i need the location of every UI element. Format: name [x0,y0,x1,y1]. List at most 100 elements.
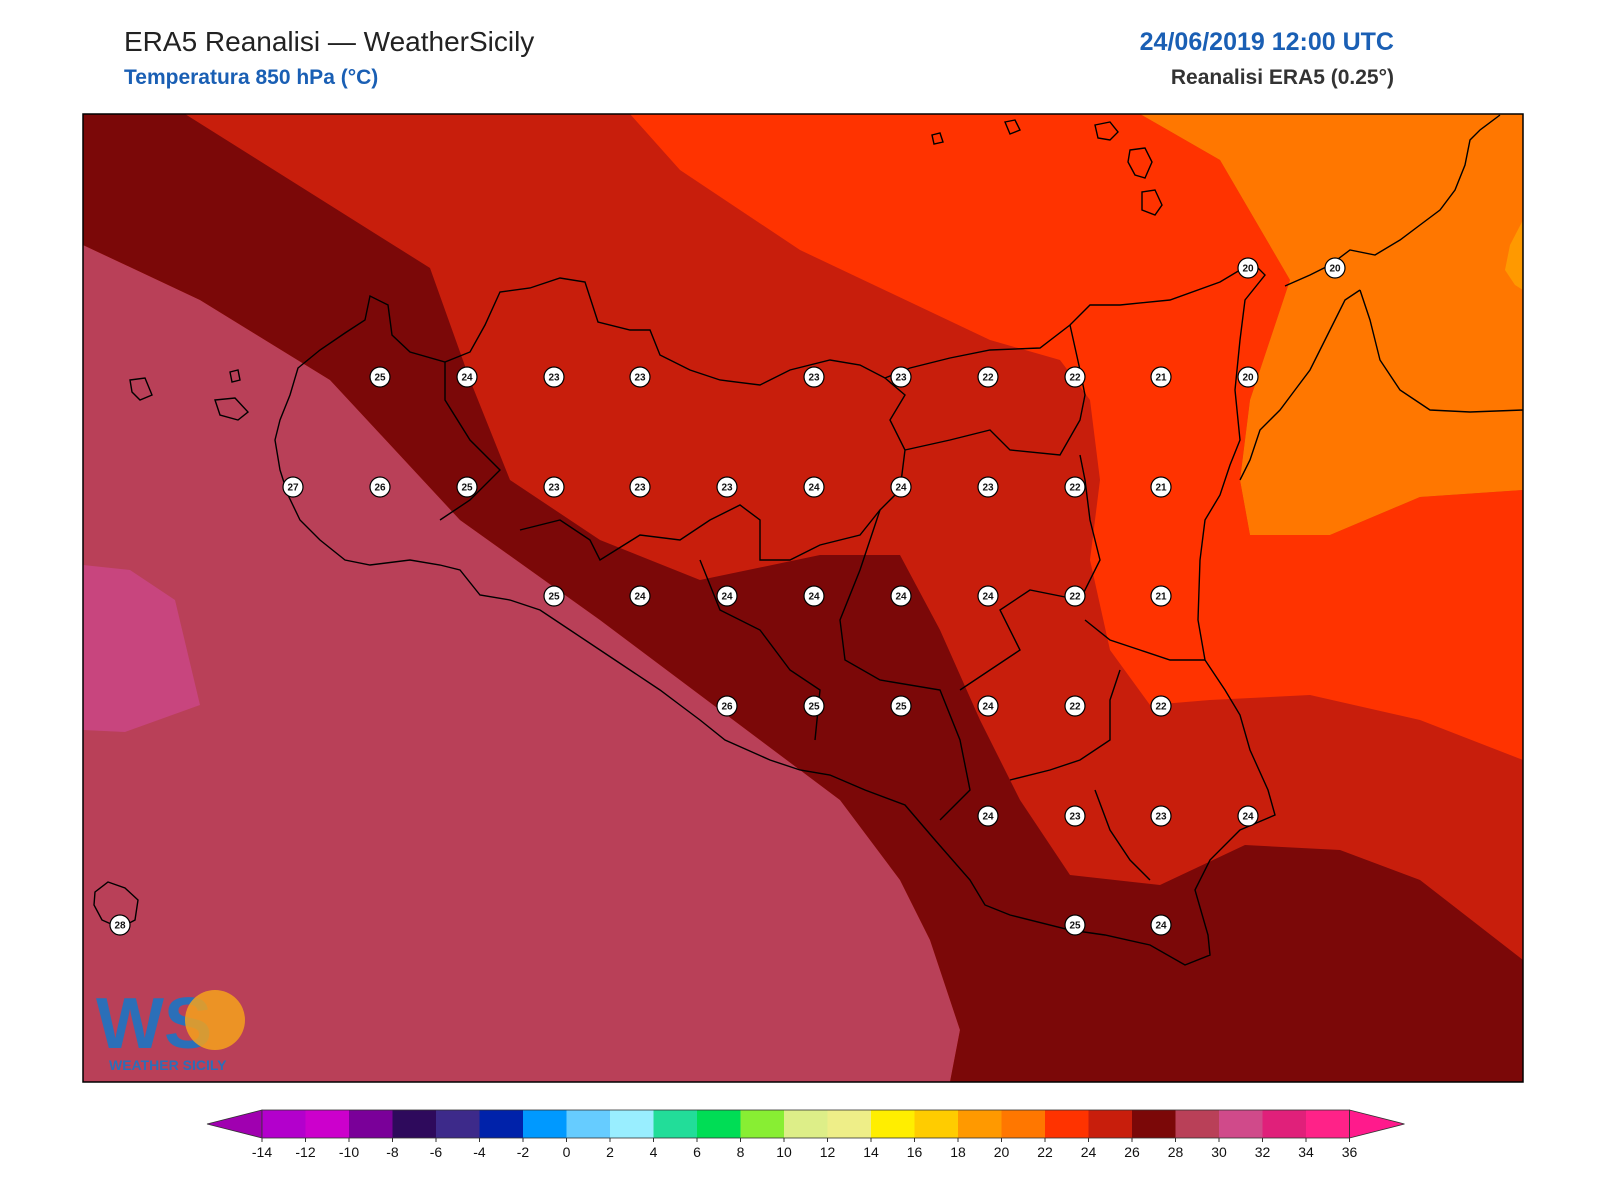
station-dot [1064,805,1086,827]
station-dot [716,476,738,498]
colorbar-segment [784,1110,828,1138]
station-dot [716,695,738,717]
station-dot [977,585,999,607]
colorbar-tick-label: 36 [1342,1144,1358,1160]
station-value: 23 [721,483,733,494]
island [229,369,241,383]
colorbar-tick-label: -10 [339,1144,359,1160]
station-dot [890,366,912,388]
station-value: 23 [634,483,646,494]
station-dot [890,695,912,717]
station-dot [1150,366,1172,388]
province-boundary [959,454,1101,691]
station-value: 22 [1155,702,1167,713]
station-dot [977,366,999,388]
colorbar-segment [305,1110,350,1138]
island [1141,189,1163,216]
weather-sicily-logo: WS WEATHER SICILY [96,984,245,1073]
band-24-26 [83,114,1523,1082]
colorbar-segment [1001,1110,1046,1138]
map-title: ERA5 Reanalisi — WeatherSicily [124,26,535,57]
station-value: 23 [1155,812,1167,823]
colorbar-tick-label: 32 [1255,1144,1271,1160]
station-dot [977,695,999,717]
station-marker: 24 [1237,805,1259,827]
colorbar-segment [610,1110,654,1138]
colorbar-segment [914,1110,959,1138]
station-marker: 23 [803,366,825,388]
station-marker: 24 [977,585,999,607]
station-dot [282,476,304,498]
colorbar-tick-label: 22 [1037,1144,1053,1160]
colorbar-segment [349,1110,393,1138]
colorbar-segment [566,1110,611,1138]
band-16-18 [1505,220,1523,290]
station-dot [1150,695,1172,717]
station-dot [369,366,391,388]
band-20-22-north [630,114,1523,760]
station-value: 22 [1069,373,1081,384]
station-marker: 23 [629,366,651,388]
station-value: 24 [721,592,733,603]
colorbar-segment [653,1110,698,1138]
band-28-30 [83,565,200,732]
station-dot [629,585,651,607]
station-marker: 22 [1064,366,1086,388]
colorbar-segment [958,1110,1002,1138]
station-dot [629,366,651,388]
station-marker: 24 [629,585,651,607]
station-value: 24 [982,812,994,823]
station-dot [1064,366,1086,388]
station-marker: 23 [543,366,565,388]
station-dot [716,585,738,607]
colorbar-tick-label: 16 [907,1144,923,1160]
station-dot [1150,805,1172,827]
station-dot [1324,257,1346,279]
colorbar-segment [827,1110,872,1138]
station-dot [629,476,651,498]
station-marker: 23 [1150,805,1172,827]
colorbar-tick-label: -6 [430,1144,443,1160]
colorbar-segment [523,1110,567,1138]
station-dot [803,695,825,717]
province-boundary [439,362,501,521]
station-marker: 23 [890,366,912,388]
station-dot [543,366,565,388]
station-marker: 24 [890,585,912,607]
station-marker: 24 [456,366,478,388]
colorbar-tick-label: 12 [820,1144,836,1160]
island [1004,119,1021,135]
island [931,132,944,145]
valid-datetime: 24/06/2019 12:00 UTC [1139,28,1394,56]
colorbar-tick-label: 30 [1211,1144,1227,1160]
colorbar-outline [261,1109,1350,1139]
colorbar-tick-label: -2 [517,1144,530,1160]
station-marker: 20 [1324,257,1346,279]
station-dot [109,914,131,936]
station-dot [543,476,565,498]
colorbar-tick-label: 10 [776,1144,792,1160]
station-value: 28 [114,921,126,932]
station-values: 20 20 25 24 23 23 23 23 22 22 21 20 27 26 25 23 23 23 24 24… [109,257,1346,936]
station-dot [1064,585,1086,607]
station-value: 23 [548,483,560,494]
station-value: 24 [895,592,907,603]
station-marker: 24 [803,476,825,498]
station-dot [1064,476,1086,498]
colorbar-tick-label: 20 [994,1144,1010,1160]
station-value: 20 [1242,264,1254,275]
station-dot [890,476,912,498]
station-value: 20 [1242,373,1254,384]
station-value: 21 [1155,373,1167,384]
colorbar-segment [1306,1110,1350,1138]
station-marker: 26 [369,476,391,498]
sun-icon [185,990,245,1050]
station-value: 24 [895,483,907,494]
colorbar-tick-label: 34 [1298,1144,1314,1160]
station-marker: 24 [803,585,825,607]
station-dot [977,805,999,827]
station-value: 23 [808,373,820,384]
station-value: 25 [548,592,560,603]
station-value: 25 [374,373,386,384]
station-value: 21 [1155,592,1167,603]
